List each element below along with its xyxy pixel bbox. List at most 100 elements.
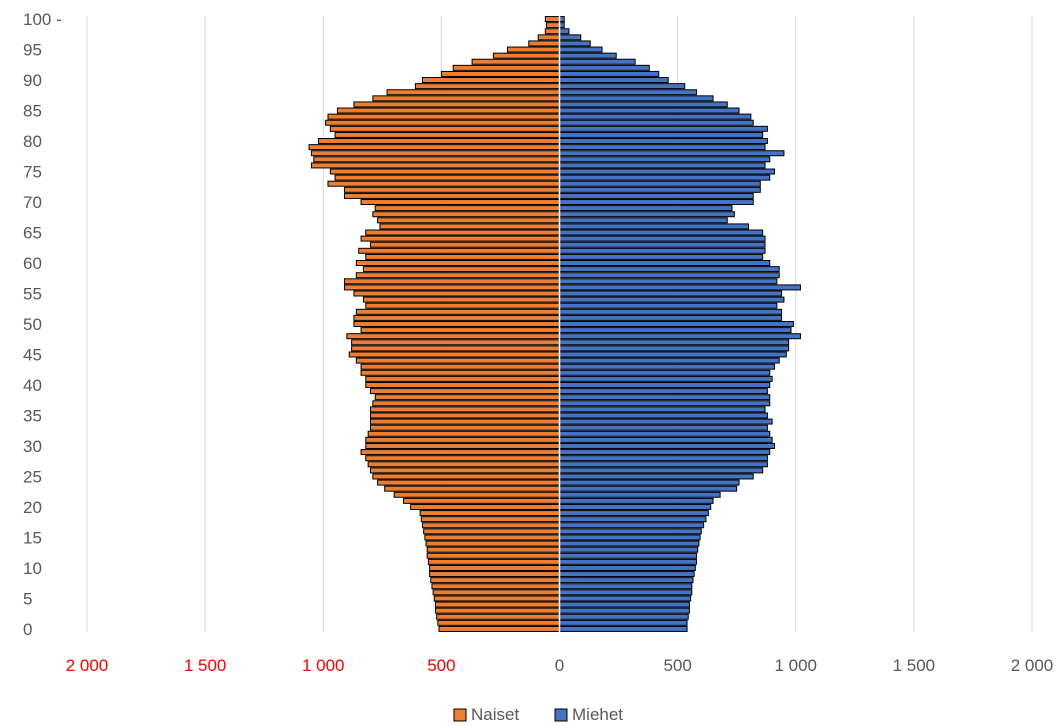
bar-naiset (544, 28, 561, 35)
y-tick-label: 40 (23, 376, 42, 395)
bar-miehet (559, 119, 754, 126)
bar-miehet (559, 308, 783, 315)
bar-miehet (559, 442, 775, 449)
bar-naiset (346, 333, 561, 340)
y-tick-label: 35 (23, 406, 42, 425)
bar-naiset (426, 546, 561, 553)
bar-naiset (365, 375, 560, 382)
bar-miehet (559, 357, 780, 364)
bar-miehet (559, 327, 792, 334)
bar-naiset (471, 58, 560, 65)
bar-naiset (431, 583, 560, 590)
bar-miehet (559, 144, 766, 151)
y-tick-label: 55 (23, 285, 42, 304)
bar-naiset (434, 607, 560, 614)
y-tick-label: 5 (23, 589, 32, 608)
bar-naiset (325, 119, 560, 126)
x-tick-label: 500 (427, 656, 455, 675)
x-tick-label: 1 500 (184, 656, 227, 675)
bar-miehet (559, 180, 761, 187)
bar-miehet (559, 564, 696, 571)
bar-naiset (492, 52, 561, 59)
bar-naiset (351, 339, 560, 346)
bar-naiset (334, 131, 560, 138)
y-tick-label: 30 (23, 437, 42, 456)
bar-miehet (559, 436, 773, 443)
bar-miehet (559, 449, 771, 456)
bar-miehet (559, 217, 728, 224)
bar-miehet (559, 461, 768, 468)
legend-item-naiset[interactable]: Naiset (453, 705, 519, 724)
bar-miehet (559, 205, 733, 212)
bar-miehet (559, 272, 780, 279)
bar-naiset (372, 95, 560, 102)
bar-naiset (429, 571, 560, 578)
bar-naiset (436, 613, 560, 620)
bar-naiset (344, 186, 561, 193)
bar-naiset (386, 89, 561, 96)
bar-miehet (559, 131, 764, 138)
bar-miehet (559, 595, 692, 602)
bar-naiset (353, 101, 560, 108)
bar-miehet (559, 34, 582, 41)
bar-naiset (546, 22, 561, 29)
bar-naiset (438, 625, 561, 632)
bar-naiset (370, 418, 560, 425)
legend-swatch-miehet (554, 708, 568, 722)
bar-miehet (559, 266, 780, 273)
bar-naiset (334, 174, 560, 181)
bar-miehet (559, 503, 712, 510)
bar-miehet (559, 589, 693, 596)
bar-naiset (426, 552, 561, 559)
bar-naiset (310, 150, 560, 157)
legend-label-naiset: Naiset (471, 705, 519, 724)
bar-naiset (427, 558, 560, 565)
bar-naiset (365, 302, 560, 309)
bar-miehet (559, 375, 773, 382)
bar-naiset (370, 406, 560, 413)
y-tick-label: 0 (23, 620, 32, 639)
y-tick-label: 65 (23, 224, 42, 243)
bar-naiset (360, 199, 560, 206)
bar-naiset (544, 16, 561, 23)
bar-naiset (327, 180, 561, 187)
bar-naiset (348, 351, 560, 358)
bar-naiset (452, 64, 560, 71)
bar-miehet (559, 522, 705, 529)
bar-miehet (559, 430, 771, 437)
bar-miehet (559, 516, 707, 523)
bar-naiset (344, 278, 561, 285)
bar-naiset (355, 260, 560, 267)
legend-swatch-naiset (453, 708, 467, 722)
y-tick-label: 50 (23, 315, 42, 334)
bar-naiset (367, 430, 561, 437)
bar-naiset (360, 327, 560, 334)
bar-miehet (559, 510, 709, 517)
bar-miehet (559, 467, 764, 474)
bar-miehet (559, 64, 650, 71)
bar-miehet (559, 101, 728, 108)
bar-miehet (559, 418, 773, 425)
y-tick-label: 60 (23, 254, 42, 273)
bar-miehet (559, 40, 591, 47)
legend-item-miehet[interactable]: Miehet (554, 705, 623, 724)
bar-miehet (559, 247, 766, 254)
y-axis-tick-labels: 0 5 10 15 20 25 30 35 40 45 50 55 60 65 70 75 80 85 90 95 10… (23, 10, 62, 639)
bar-miehet (559, 345, 790, 352)
y-tick-label: 25 (23, 467, 42, 486)
bar-miehet (559, 113, 752, 120)
bar-miehet (559, 314, 783, 321)
bar-miehet (559, 400, 771, 407)
legend: Naiset Miehet (453, 705, 623, 724)
bar-naiset (377, 479, 560, 486)
bar-naiset (434, 601, 560, 608)
bar-naiset (410, 503, 560, 510)
bar-naiset (308, 144, 560, 151)
x-tick-label: 0 (555, 656, 564, 675)
bar-miehet (559, 211, 735, 218)
y-tick-label: 10 (23, 559, 42, 578)
bar-naiset (423, 528, 560, 535)
bar-naiset (318, 138, 560, 145)
y-tick-label: 45 (23, 346, 42, 365)
